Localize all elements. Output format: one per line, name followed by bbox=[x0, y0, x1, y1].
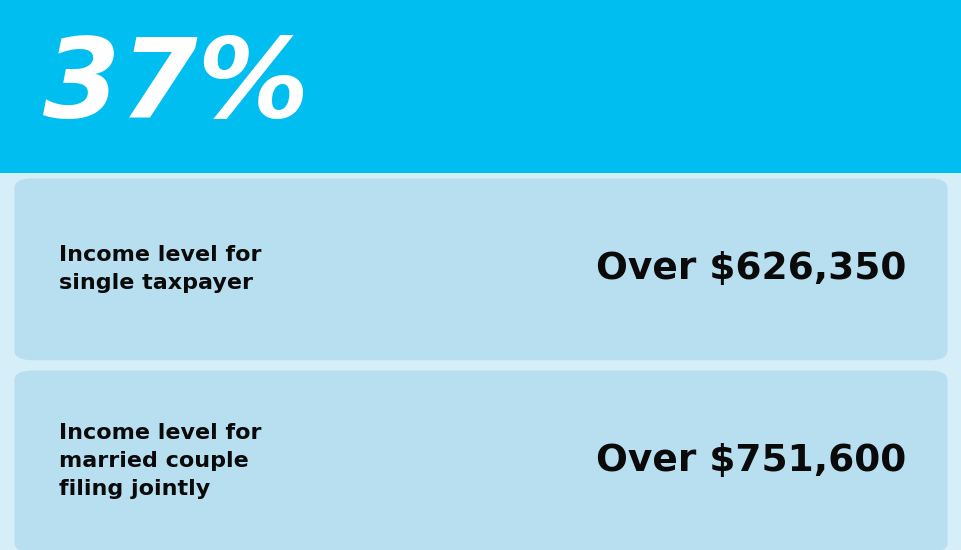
Bar bbox=[0, 0, 961, 173]
Text: Over $626,350: Over $626,350 bbox=[595, 251, 905, 287]
Text: 37%: 37% bbox=[43, 33, 309, 140]
Text: Income level for
married couple
filing jointly: Income level for married couple filing j… bbox=[59, 424, 260, 499]
Text: Income level for
single taxpayer: Income level for single taxpayer bbox=[59, 245, 260, 293]
Text: Over $751,600: Over $751,600 bbox=[595, 443, 905, 480]
FancyBboxPatch shape bbox=[14, 178, 947, 360]
FancyBboxPatch shape bbox=[14, 371, 947, 550]
